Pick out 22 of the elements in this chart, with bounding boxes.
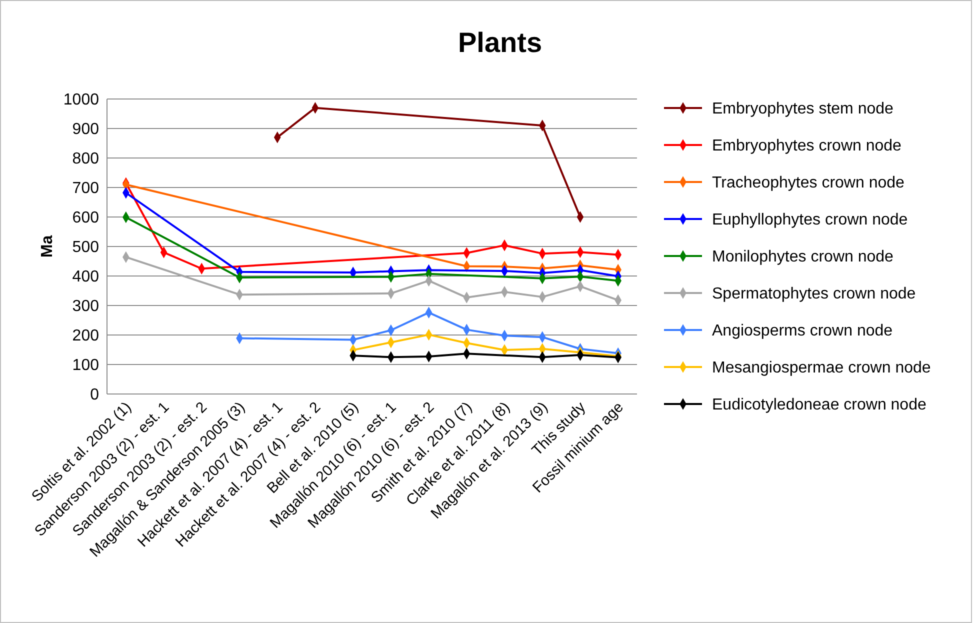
y-tick-label: 300 <box>72 298 100 316</box>
legend-label: Mesangiospermae crown node <box>712 360 931 377</box>
legend-label: Spermatophytes crown node <box>712 286 916 303</box>
legend-label: Embryophytes stem node <box>712 100 894 118</box>
y-tick-label: 900 <box>72 121 100 138</box>
legend-label: Euphyllophytes crown node <box>712 212 908 229</box>
y-tick-label: 500 <box>72 239 100 256</box>
y-tick-label: 200 <box>72 328 100 345</box>
y-axis-title: Ma <box>39 235 56 258</box>
y-tick-label: 0 <box>90 386 100 404</box>
y-tick-label: 100 <box>72 357 100 374</box>
legend-label: Embryophytes crown node <box>712 138 902 155</box>
legend-label: Monilophytes crown node <box>712 248 894 266</box>
y-tick-label: 800 <box>72 150 100 168</box>
y-tick-label: 600 <box>72 210 100 227</box>
y-tick-label: 400 <box>72 268 100 286</box>
legend-label: Tracheophytes crown node <box>712 174 905 192</box>
legend-label: Eudicotyledoneae crown node <box>712 396 926 414</box>
legend-label: Angiosperms crown node <box>712 322 893 340</box>
y-tick-label: 1000 <box>63 92 100 109</box>
chart-title: Plants <box>458 27 542 58</box>
y-tick-label: 700 <box>72 180 100 198</box>
